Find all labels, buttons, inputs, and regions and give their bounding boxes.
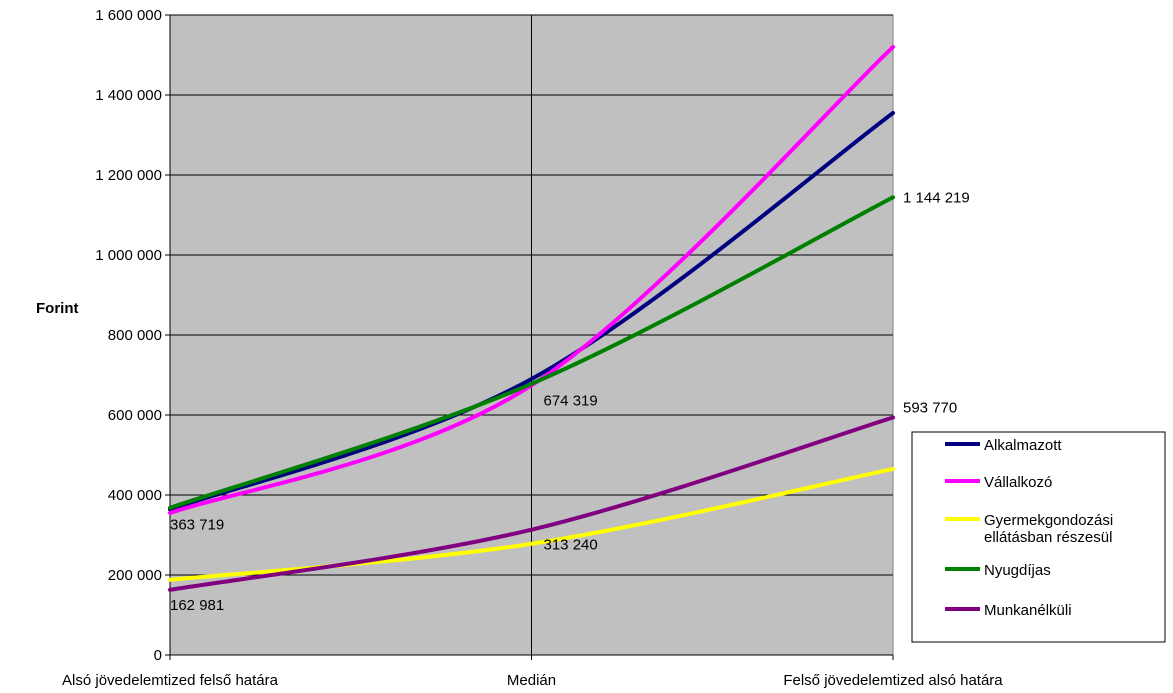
legend: Alkalmazott Vállalkozó Gyermekgondozási ell… bbox=[911, 431, 1166, 643]
y-tick-label: 600 000 bbox=[108, 407, 162, 424]
series-line-nyugdíjas bbox=[168, 195, 895, 510]
legend-entry: Alkalmazott bbox=[984, 437, 1062, 454]
y-tick-label: 1 000 000 bbox=[95, 247, 162, 264]
y-tick-label: 1 400 000 bbox=[95, 87, 162, 104]
data-label: 593 770 bbox=[903, 399, 957, 416]
y-tick-label: 1 600 000 bbox=[95, 7, 162, 24]
legend-entry: Gyermekgondozási ellátásban részesül bbox=[984, 512, 1113, 546]
x-tick-label: Alsó jövedelemtized felső határa bbox=[62, 672, 279, 689]
data-label: 674 319 bbox=[544, 392, 598, 409]
legend-entry: Vállalkozó bbox=[984, 474, 1052, 491]
series-line-munkanélküli bbox=[168, 415, 895, 592]
y-tick-labels: 0 200 000 400 000 600 000 800 000 1 000 000 1 … bbox=[95, 7, 162, 664]
x-tick-label: Felső jövedelemtized alsó határa bbox=[783, 672, 1003, 689]
y-tick-label: 200 000 bbox=[108, 567, 162, 584]
y-axis-label: Forint bbox=[36, 300, 79, 317]
x-tick-labels: Alsó jövedelemtized felső határa Medián Fe… bbox=[62, 672, 1003, 689]
data-label: 363 719 bbox=[170, 517, 224, 534]
x-tick-label: Medián bbox=[507, 672, 556, 689]
axes bbox=[165, 14, 894, 660]
y-tick-label: 0 bbox=[154, 647, 162, 664]
data-label: 313 240 bbox=[544, 537, 598, 554]
data-label: 162 981 bbox=[170, 597, 224, 614]
series-lines bbox=[168, 45, 895, 592]
series-line-gyermekgondozási bbox=[168, 467, 895, 582]
legend-box bbox=[911, 431, 1166, 643]
data-labels: 363 719 162 981 674 319 313 240 1 144 219 593… bbox=[170, 189, 970, 613]
data-label: 1 144 219 bbox=[903, 189, 970, 206]
y-tick-label: 400 000 bbox=[108, 487, 162, 504]
y-tick-label: 800 000 bbox=[108, 327, 162, 344]
legend-entry: Munkanélküli bbox=[984, 602, 1072, 619]
y-tick-label: 1 200 000 bbox=[95, 167, 162, 184]
series-line-alkalmazott bbox=[168, 111, 895, 512]
legend-entry: Nyugdíjas bbox=[984, 562, 1051, 579]
